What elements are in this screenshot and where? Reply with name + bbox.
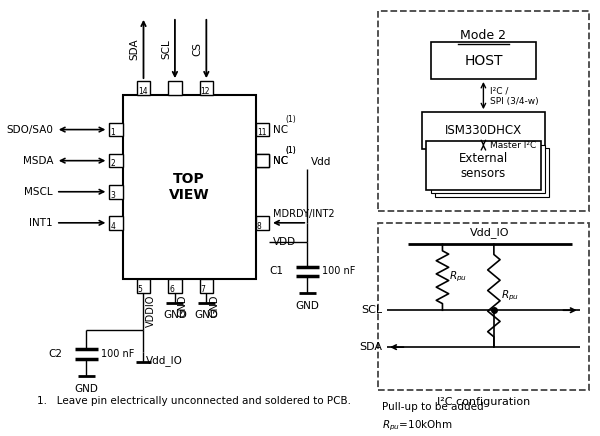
- Text: VDDIO: VDDIO: [146, 295, 157, 327]
- Text: GND: GND: [163, 310, 187, 320]
- Bar: [256, 154, 269, 167]
- Text: Vdd_IO: Vdd_IO: [146, 355, 183, 366]
- Bar: [431, 42, 536, 79]
- Text: 4: 4: [110, 221, 115, 231]
- Text: 3: 3: [110, 191, 115, 200]
- Bar: [435, 148, 549, 197]
- Bar: [378, 223, 589, 390]
- Bar: [256, 216, 269, 230]
- Text: Vdd: Vdd: [311, 157, 331, 167]
- Text: I²C /: I²C /: [490, 86, 508, 95]
- Text: SCL: SCL: [361, 305, 382, 315]
- Bar: [109, 185, 122, 198]
- Text: GND: GND: [295, 300, 319, 310]
- Bar: [109, 123, 122, 136]
- Bar: [256, 123, 269, 136]
- Text: HOST: HOST: [464, 54, 503, 68]
- Text: Pull-up to be added: Pull-up to be added: [382, 402, 484, 412]
- Text: SDO/SA0: SDO/SA0: [6, 125, 53, 135]
- Text: NC: NC: [273, 125, 288, 135]
- Text: GND: GND: [209, 295, 219, 317]
- Text: CS: CS: [193, 42, 203, 56]
- Text: 1: 1: [110, 129, 115, 137]
- Text: C1: C1: [269, 266, 283, 276]
- Text: (1): (1): [286, 115, 296, 124]
- Bar: [168, 279, 182, 293]
- Text: Master I²C: Master I²C: [490, 141, 536, 150]
- Text: SPI (3/4-w): SPI (3/4-w): [490, 97, 539, 106]
- Text: NC: NC: [273, 156, 288, 166]
- Text: 5: 5: [138, 285, 143, 294]
- Text: INT1: INT1: [29, 218, 53, 228]
- Text: Mode 2: Mode 2: [460, 29, 506, 41]
- Text: ISM330DHCX: ISM330DHCX: [445, 124, 522, 137]
- Text: 12: 12: [200, 87, 210, 95]
- Text: (1): (1): [286, 146, 296, 155]
- Text: (1): (1): [286, 146, 296, 155]
- Text: C2: C2: [49, 349, 62, 359]
- Text: GND: GND: [194, 310, 218, 320]
- Text: 100 nF: 100 nF: [322, 266, 355, 276]
- Text: 11: 11: [257, 129, 266, 137]
- Bar: [200, 279, 213, 293]
- Text: Vdd_IO: Vdd_IO: [470, 228, 510, 238]
- Text: SDA: SDA: [130, 38, 140, 60]
- Bar: [422, 112, 545, 149]
- Text: 100 nF: 100 nF: [101, 349, 134, 359]
- Text: External
sensors: External sensors: [459, 152, 508, 180]
- Text: MSCL: MSCL: [25, 187, 53, 197]
- Text: GND: GND: [74, 384, 98, 394]
- Bar: [200, 81, 213, 95]
- Text: 14: 14: [138, 87, 148, 95]
- Text: MSDA: MSDA: [23, 156, 53, 166]
- Bar: [168, 81, 182, 95]
- Bar: [122, 95, 256, 279]
- Bar: [109, 216, 122, 230]
- Bar: [137, 81, 150, 95]
- Bar: [109, 154, 122, 167]
- Text: $R_{pu}$: $R_{pu}$: [449, 270, 467, 284]
- Text: I²C configuration: I²C configuration: [437, 397, 530, 407]
- Bar: [426, 141, 541, 190]
- Text: $R_{pu}$=10kOhm: $R_{pu}$=10kOhm: [382, 419, 453, 433]
- Bar: [431, 145, 545, 193]
- Text: 1.   Leave pin electrically unconnected and soldered to PCB.: 1. Leave pin electrically unconnected an…: [37, 396, 351, 405]
- Text: 6: 6: [169, 285, 174, 294]
- Text: TOP
VIEW: TOP VIEW: [169, 172, 209, 202]
- Text: SDA: SDA: [359, 342, 382, 352]
- Bar: [256, 154, 269, 167]
- Text: 7: 7: [200, 285, 205, 294]
- Bar: [378, 11, 589, 211]
- Bar: [137, 279, 150, 293]
- Text: SCL: SCL: [161, 39, 171, 59]
- Text: 2: 2: [110, 160, 115, 168]
- Text: VDD: VDD: [273, 237, 296, 247]
- Text: MDRDY/INT2: MDRDY/INT2: [273, 209, 335, 219]
- Text: NC: NC: [273, 156, 288, 166]
- Text: 8: 8: [257, 221, 262, 231]
- Text: GND: GND: [178, 295, 188, 317]
- Text: $R_{pu}$: $R_{pu}$: [500, 289, 518, 303]
